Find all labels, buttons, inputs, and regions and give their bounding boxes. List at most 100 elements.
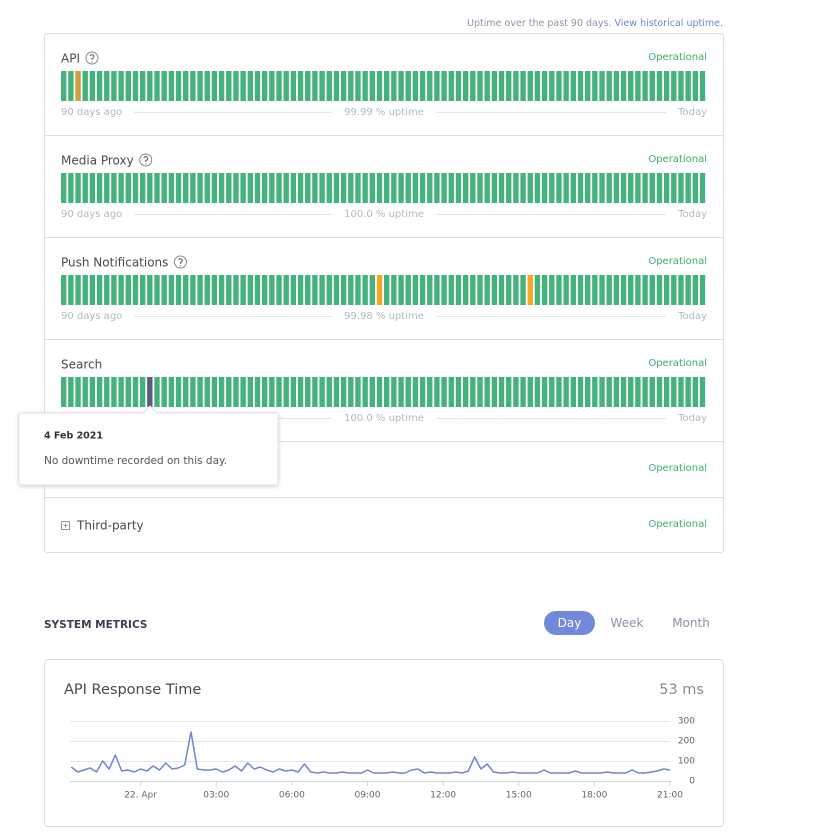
uptime-day-bar[interactable] [319,71,325,101]
uptime-day-bar[interactable] [541,377,548,407]
uptime-day-bar[interactable] [89,377,96,407]
uptime-day-bar[interactable] [506,377,512,407]
uptime-day-bar[interactable] [620,275,627,305]
uptime-day-bar[interactable] [118,71,124,101]
uptime-day-bar[interactable] [269,173,275,203]
uptime-day-bar[interactable] [692,173,699,203]
uptime-day-bar[interactable] [699,71,706,101]
uptime-day-bar[interactable] [261,173,268,203]
uptime-day-bar[interactable] [348,71,354,101]
uptime-day-bar[interactable] [642,377,648,407]
uptime-day-bar[interactable] [183,71,189,101]
uptime-day-bar[interactable] [592,173,598,203]
uptime-day-bar[interactable] [462,275,469,305]
uptime-day-bar[interactable] [656,377,663,407]
uptime-day-bar[interactable] [384,173,390,203]
uptime-day-bar[interactable] [111,173,117,203]
uptime-day-bar[interactable] [491,377,498,407]
uptime-day-bar[interactable] [147,377,153,407]
uptime-day-bar[interactable] [290,275,297,305]
uptime-day-bar[interactable] [649,173,655,203]
uptime-day-bar[interactable] [419,275,426,305]
uptime-day-bar[interactable] [269,377,275,407]
uptime-day-bar[interactable] [218,377,225,407]
uptime-day-bar[interactable] [247,377,253,407]
uptime-day-bar[interactable] [190,275,196,305]
uptime-day-bar[interactable] [96,275,103,305]
uptime-day-bar[interactable] [125,173,131,203]
uptime-day-bar[interactable] [606,275,612,305]
uptime-day-bar[interactable] [247,275,253,305]
uptime-day-bar[interactable] [506,71,512,101]
uptime-day-bar[interactable] [649,377,655,407]
period-button[interactable]: Week [611,616,644,630]
uptime-day-bar[interactable] [319,377,325,407]
uptime-day-bar[interactable] [175,71,182,101]
uptime-day-bar[interactable] [326,377,332,407]
uptime-day-bar[interactable] [412,71,419,101]
uptime-day-bar[interactable] [484,173,490,203]
uptime-day-bar[interactable] [61,71,67,101]
uptime-day-bar[interactable] [68,377,74,407]
uptime-day-bar[interactable] [599,71,605,101]
uptime-day-bar[interactable] [118,173,124,203]
uptime-day-bar[interactable] [168,173,175,203]
uptime-day-bar[interactable] [297,377,304,407]
uptime-day-bar[interactable] [104,377,110,407]
uptime-day-bar[interactable] [685,275,691,305]
uptime-day-bar[interactable] [269,71,275,101]
uptime-day-bar[interactable] [125,377,131,407]
uptime-day-bar[interactable] [391,173,397,203]
uptime-day-bar[interactable] [89,71,96,101]
uptime-day-bar[interactable] [125,71,131,101]
uptime-day-bar[interactable] [96,377,103,407]
uptime-day-bar[interactable] [642,173,648,203]
uptime-day-bar[interactable] [61,173,67,203]
uptime-day-bar[interactable] [635,377,641,407]
uptime-day-bar[interactable] [297,173,304,203]
uptime-day-bar[interactable] [247,173,253,203]
uptime-day-bar[interactable] [541,275,548,305]
uptime-day-bar[interactable] [168,71,175,101]
uptime-day-bar[interactable] [118,377,124,407]
uptime-day-bar[interactable] [333,275,340,305]
uptime-day-bar[interactable] [635,71,641,101]
help-icon[interactable] [85,51,99,65]
uptime-day-bar[interactable] [441,71,447,101]
uptime-day-bar[interactable] [68,173,74,203]
uptime-day-bar[interactable] [692,71,699,101]
uptime-day-bar[interactable] [685,71,691,101]
uptime-day-bar[interactable] [276,377,282,407]
uptime-day-bar[interactable] [462,173,469,203]
uptime-day-bar[interactable] [628,377,634,407]
uptime-day-bar[interactable] [592,275,598,305]
uptime-day-bar[interactable] [168,275,175,305]
uptime-day-bar[interactable] [340,173,347,203]
uptime-day-bar[interactable] [663,377,670,407]
uptime-day-bar[interactable] [563,173,569,203]
uptime-day-bar[interactable] [139,173,146,203]
uptime-day-bar[interactable] [197,275,203,305]
uptime-day-bar[interactable] [305,71,311,101]
uptime-day-bar[interactable] [218,173,225,203]
uptime-day-bar[interactable] [218,71,225,101]
uptime-day-bar[interactable] [405,275,411,305]
uptime-day-bar[interactable] [599,173,605,203]
uptime-day-bar[interactable] [111,71,117,101]
day-pill[interactable] [544,611,595,635]
uptime-day-bar[interactable] [226,173,232,203]
uptime-day-bar[interactable] [132,173,139,203]
uptime-day-bar[interactable] [549,377,555,407]
uptime-day-bar[interactable] [477,377,483,407]
uptime-day-bar[interactable] [477,275,483,305]
uptime-day-bar[interactable] [326,71,332,101]
uptime-day-bar[interactable] [391,71,397,101]
uptime-day-bar[interactable] [613,71,620,101]
uptime-day-bar[interactable] [470,377,476,407]
uptime-day-bar[interactable] [161,71,167,101]
uptime-day-bar[interactable] [549,275,555,305]
uptime-day-bar[interactable] [527,377,533,407]
period-button[interactable]: Month [672,616,710,630]
uptime-day-bar[interactable] [226,377,232,407]
uptime-day-bar[interactable] [154,377,160,407]
